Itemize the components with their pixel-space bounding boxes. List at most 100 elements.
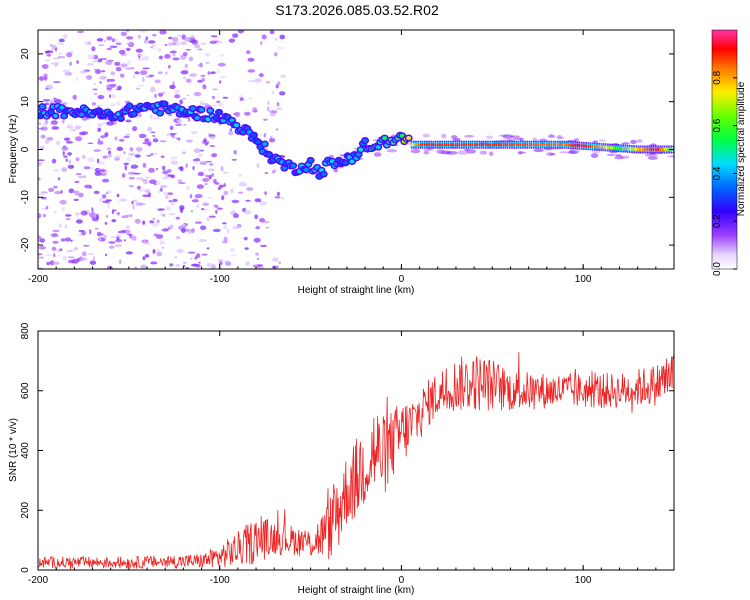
spectrogram-noise-blob [547,135,556,138]
spectrogram-ridge-core [432,143,435,147]
spectrogram-noise-blob [142,194,150,198]
spectrogram-noise-blob [184,63,188,69]
spectrogram-noise-blob [58,52,62,55]
spectrogram-noise-blob [158,55,163,60]
spectrogram-noise-blob [186,139,193,143]
spectrogram-noise-blob [79,131,86,136]
spectrogram-ridge-core [426,143,428,147]
spectrogram-noise-blob [203,169,207,172]
spectrogram-ridge-core [567,143,570,147]
spectrogram-noise-blob [179,207,184,213]
spectrogram-noise-blob [97,161,106,165]
spectrogram-noise-blob [74,180,80,183]
spectrogram-noise-blob [64,224,68,229]
spectrogram-ridge-core [533,143,535,147]
spectrogram-noise-blob [139,30,148,33]
spectrogram-noise-blob [138,203,147,205]
spectrogram-noise-blob [153,183,157,186]
spectrogram-noise-blob [222,222,227,225]
spectrogram-xtick-label: -200 [28,274,48,285]
spectrogram-noise-blob [277,191,280,196]
spectrogram-noise-blob [557,134,562,140]
spectrogram-noise-blob [51,126,60,130]
spectrogram-noise-blob [125,214,130,217]
spectrogram-noise-blob [218,102,224,108]
spectrogram-noise-blob [141,179,148,182]
spectrogram-noise-blob [160,185,168,188]
spectrogram-noise-blob [188,117,191,122]
spectrogram-noise-blob [91,207,94,212]
spectrogram-noise-blob [222,96,229,99]
spectrogram-noise-blob [160,155,165,158]
spectrogram-noise-blob [105,192,109,195]
spectrogram-noise-blob [111,209,115,215]
spectrogram-noise-blob [126,42,130,45]
spectrogram-ridge-core [240,130,246,135]
spectrogram-ridge-core [600,145,603,149]
spectrogram-ridge-core [410,143,413,147]
spectrogram-noise-blob [200,74,206,77]
spectrogram-noise-blob [177,179,183,183]
spectrogram-noise-blob [257,266,264,269]
spectrogram-noise-blob [214,182,220,185]
spectrogram-noise-blob [134,266,137,269]
spectrogram-noise-blob [108,241,116,244]
spectrogram-ridge-core [581,144,583,148]
spectrogram-ridge-core [39,104,45,109]
spectrogram-noise-blob [154,93,157,98]
spectrogram-ridge-core [563,143,566,147]
spectrogram-ridge-core [493,143,496,147]
spectrogram-noise-blob [140,264,147,269]
spectrogram-noise-blob [73,198,79,201]
spectrogram-noise-blob [245,199,251,202]
spectrogram-noise-blob [211,173,215,177]
spectrogram-noise-blob [206,217,211,222]
spectrogram-ridge-core [591,145,594,148]
spectrogram-noise-blob [142,77,145,82]
spectrogram-noise-blob [182,76,187,79]
spectrogram-noise-blob [214,205,219,208]
spectrogram-noise-blob [179,99,183,105]
spectrogram-noise-blob [97,138,101,142]
spectrogram-ridge-core [644,148,646,151]
spectrogram-noise-blob [107,59,115,62]
spectrogram-noise-blob [228,38,236,43]
spectrogram-ridge-core [362,138,368,143]
spectrogram-noise-blob [142,220,146,225]
spectrogram-noise-blob [278,261,281,265]
spectrogram-noise-blob [170,156,178,160]
spectrogram-noise-blob [148,179,157,184]
spectrogram-ridge-core [652,148,655,151]
spectrogram-noise-blob [199,161,207,166]
spectrogram-noise-blob [174,255,178,259]
spectrogram-ridge-core [48,110,54,115]
spectrogram-noise-blob [205,160,212,163]
spectrogram-noise-blob [104,132,109,138]
spectrogram-noise-blob [239,173,242,177]
spectrogram-ridge-core [506,143,509,147]
spectrogram-noise-blob [196,44,200,49]
spectrogram-ridge-core [578,144,581,147]
spectrogram-noise-blob [108,245,115,249]
spectrogram-noise-blob [196,204,200,209]
spectrogram-noise-blob [38,177,41,181]
spectrogram-noise-blob [208,174,212,180]
spectrogram-noise-blob [161,176,170,180]
spectrogram-noise-blob [75,173,82,176]
spectrogram-noise-blob [164,54,171,59]
spectrogram-noise-blob [386,149,398,153]
snr-ytick-label: 400 [20,442,31,459]
spectrogram-noise-blob [107,204,110,209]
spectrogram-noise-blob [102,178,110,183]
spectrogram-noise-blob [144,254,150,258]
spectrogram-noise-blob [192,166,195,171]
spectrogram-noise-blob [200,225,207,230]
spectrogram-noise-blob [274,37,278,41]
spectrogram-noise-blob [38,122,42,125]
spectrogram-noise-blob [168,200,173,203]
spectrogram-noise-blob [123,162,129,166]
spectrogram-ridge-core [437,143,439,147]
spectrogram-ridge-core [596,145,598,149]
spectrogram-ridge-core [441,143,443,147]
spectrogram-ridge-core [565,143,568,147]
